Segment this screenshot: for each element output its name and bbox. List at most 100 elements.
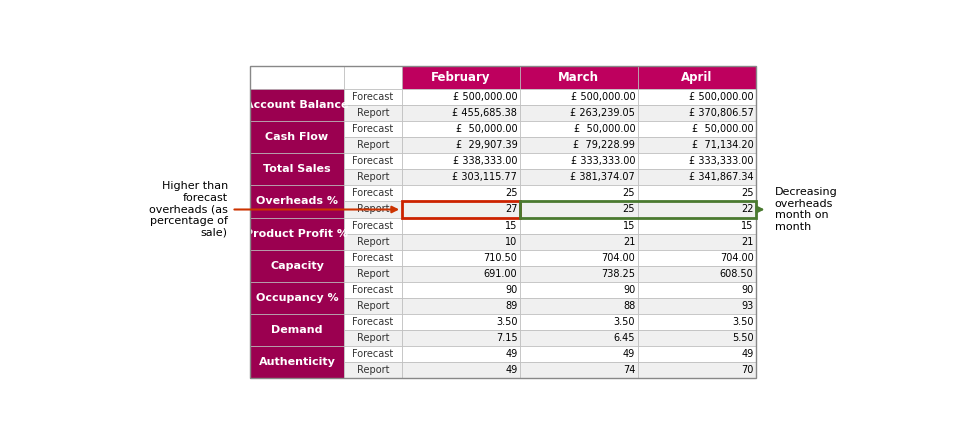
Bar: [344, 105, 402, 121]
Bar: [344, 314, 402, 330]
Bar: [520, 362, 637, 378]
Text: £ 500,000.00: £ 500,000.00: [689, 92, 754, 102]
Bar: [520, 137, 637, 153]
Text: 88: 88: [623, 301, 636, 311]
Bar: [402, 249, 520, 266]
Text: 3.50: 3.50: [495, 317, 517, 327]
Text: 3.50: 3.50: [613, 317, 636, 327]
Text: Capacity: Capacity: [270, 260, 324, 271]
Bar: [402, 185, 520, 202]
Text: Account Balance: Account Balance: [245, 100, 348, 110]
Bar: [520, 202, 637, 217]
Bar: [402, 202, 520, 217]
Text: 22: 22: [741, 205, 754, 214]
Text: 25: 25: [623, 205, 636, 214]
Text: £  71,134.20: £ 71,134.20: [692, 140, 754, 150]
Text: Forecast: Forecast: [352, 92, 394, 102]
Text: 49: 49: [623, 349, 636, 359]
Text: Report: Report: [356, 269, 389, 279]
Bar: [637, 202, 756, 217]
Bar: [402, 121, 520, 137]
Bar: [251, 346, 344, 378]
Bar: [637, 234, 756, 249]
Bar: [402, 137, 520, 153]
Text: Forecast: Forecast: [352, 285, 394, 295]
Bar: [637, 66, 756, 89]
Text: Report: Report: [356, 172, 389, 183]
Text: 25: 25: [741, 188, 754, 198]
Bar: [637, 282, 756, 298]
Text: £  29,907.39: £ 29,907.39: [456, 140, 517, 150]
Bar: [344, 121, 402, 137]
Text: Report: Report: [356, 205, 389, 214]
Text: £ 381,374.07: £ 381,374.07: [570, 172, 636, 183]
Bar: [344, 330, 402, 346]
Bar: [637, 105, 756, 121]
Text: 704.00: 704.00: [720, 253, 754, 263]
Bar: [520, 66, 637, 89]
Text: 27: 27: [505, 205, 517, 214]
Text: £  50,000.00: £ 50,000.00: [573, 124, 636, 134]
Bar: [402, 217, 520, 234]
Text: 691.00: 691.00: [484, 269, 517, 279]
Text: Authenticity: Authenticity: [258, 357, 335, 367]
Bar: [344, 362, 402, 378]
Text: 704.00: 704.00: [602, 253, 636, 263]
Text: £ 341,867.34: £ 341,867.34: [689, 172, 754, 183]
Bar: [344, 298, 402, 314]
Bar: [402, 153, 520, 169]
Text: £  50,000.00: £ 50,000.00: [692, 124, 754, 134]
Bar: [402, 362, 520, 378]
Bar: [251, 249, 344, 282]
Bar: [344, 137, 402, 153]
Text: Forecast: Forecast: [352, 188, 394, 198]
Bar: [520, 249, 637, 266]
Bar: [637, 249, 756, 266]
Bar: [520, 169, 637, 185]
Text: 7.15: 7.15: [495, 333, 517, 343]
Bar: [402, 346, 520, 362]
Text: Report: Report: [356, 301, 389, 311]
Bar: [637, 330, 756, 346]
Bar: [251, 89, 344, 121]
Text: Forecast: Forecast: [352, 124, 394, 134]
Bar: [520, 234, 637, 249]
Text: 25: 25: [505, 188, 517, 198]
Bar: [637, 185, 756, 202]
Text: £  50,000.00: £ 50,000.00: [456, 124, 517, 134]
Text: Forecast: Forecast: [352, 220, 394, 231]
Bar: [251, 185, 344, 217]
Text: 90: 90: [505, 285, 517, 295]
Bar: [344, 266, 402, 282]
Bar: [520, 298, 637, 314]
Bar: [520, 266, 637, 282]
Bar: [344, 185, 402, 202]
Bar: [344, 202, 402, 217]
Bar: [637, 217, 756, 234]
Bar: [344, 249, 402, 266]
Bar: [402, 89, 520, 105]
Bar: [402, 314, 520, 330]
Text: £ 455,685.38: £ 455,685.38: [452, 108, 517, 118]
Text: 93: 93: [741, 301, 754, 311]
Text: £ 263,239.05: £ 263,239.05: [570, 108, 636, 118]
Text: 3.50: 3.50: [732, 317, 754, 327]
Text: Occupancy %: Occupancy %: [255, 293, 338, 303]
Text: March: March: [559, 71, 599, 84]
Text: £ 500,000.00: £ 500,000.00: [453, 92, 517, 102]
Text: £ 333,333.00: £ 333,333.00: [570, 156, 636, 166]
Text: 90: 90: [623, 285, 636, 295]
Bar: [637, 121, 756, 137]
Bar: [402, 66, 520, 89]
Bar: [637, 137, 756, 153]
Bar: [344, 217, 402, 234]
Text: Report: Report: [356, 333, 389, 343]
Text: Forecast: Forecast: [352, 349, 394, 359]
Bar: [344, 346, 402, 362]
Bar: [344, 153, 402, 169]
Text: Forecast: Forecast: [352, 156, 394, 166]
Bar: [637, 346, 756, 362]
Bar: [637, 266, 756, 282]
Bar: [520, 282, 637, 298]
Bar: [520, 89, 637, 105]
